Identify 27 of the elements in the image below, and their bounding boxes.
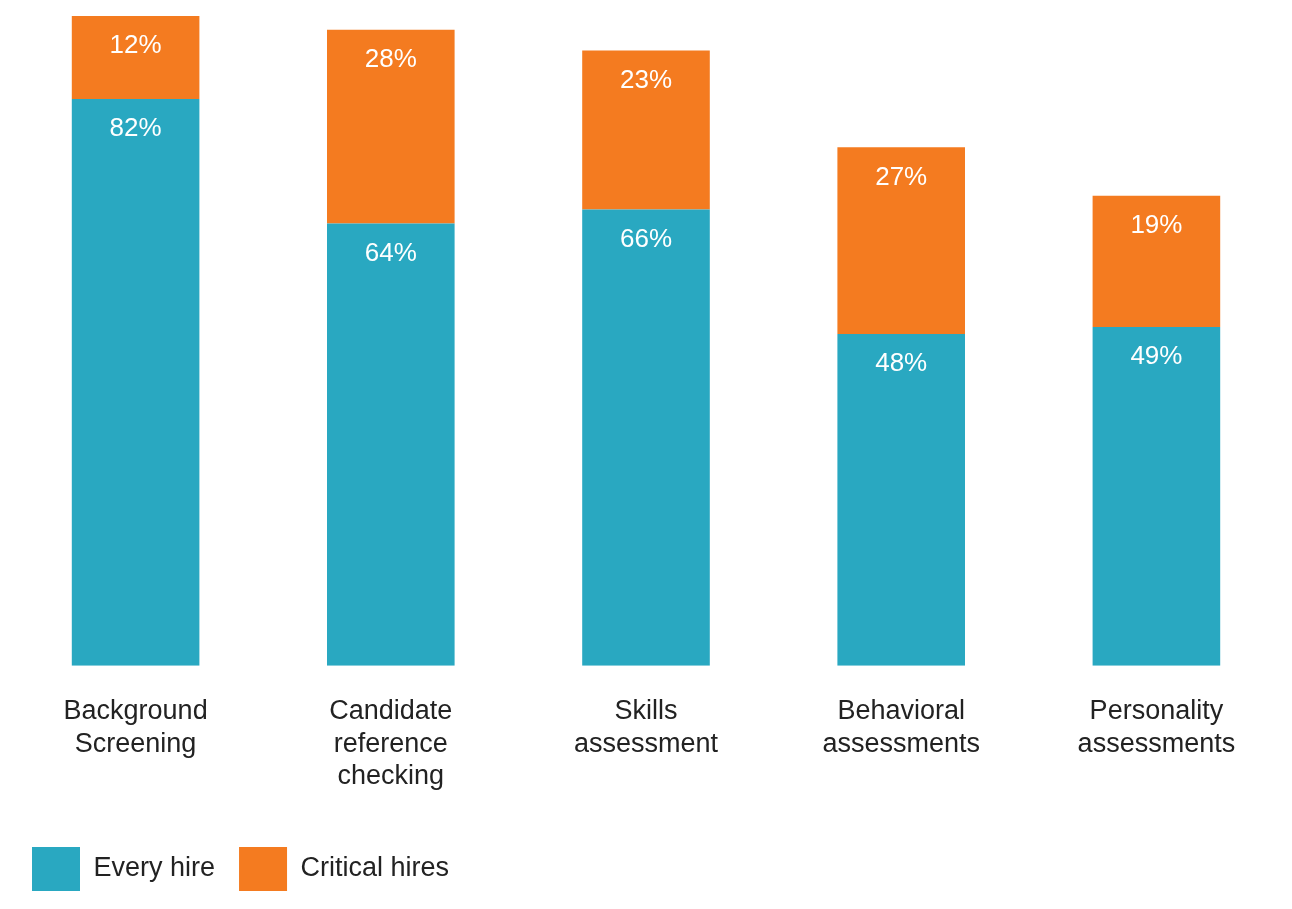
data-label: 64% <box>364 236 417 267</box>
data-label: 12% <box>109 29 162 60</box>
bar <box>71 98 200 666</box>
bar <box>327 29 455 224</box>
bar <box>327 223 455 666</box>
x-tick-label: Background Screening <box>63 695 208 758</box>
bar <box>71 16 200 99</box>
data-label: 48% <box>875 347 928 378</box>
bar <box>582 209 710 666</box>
legend-label: Critical hires <box>300 852 450 883</box>
data-label: 82% <box>109 112 162 143</box>
data-label: 49% <box>1130 340 1183 371</box>
data-label: 27% <box>875 160 928 191</box>
bar <box>1092 327 1221 666</box>
data-label: 23% <box>619 63 673 94</box>
bar <box>837 147 965 334</box>
data-label: 28% <box>364 43 417 73</box>
data-label: 19% <box>1130 208 1183 239</box>
legend-label: Every hire <box>93 852 216 883</box>
x-tick-label: Skills assessment <box>573 695 719 758</box>
x-tick-label: Candidate reference checking <box>329 695 453 791</box>
bar <box>837 333 965 666</box>
bar <box>582 50 710 210</box>
x-tick-label: Personality assessments <box>1077 695 1236 758</box>
x-tick-label: Behavioral assessments <box>822 695 980 758</box>
data-label: 66% <box>619 222 673 253</box>
bar <box>1092 195 1221 328</box>
